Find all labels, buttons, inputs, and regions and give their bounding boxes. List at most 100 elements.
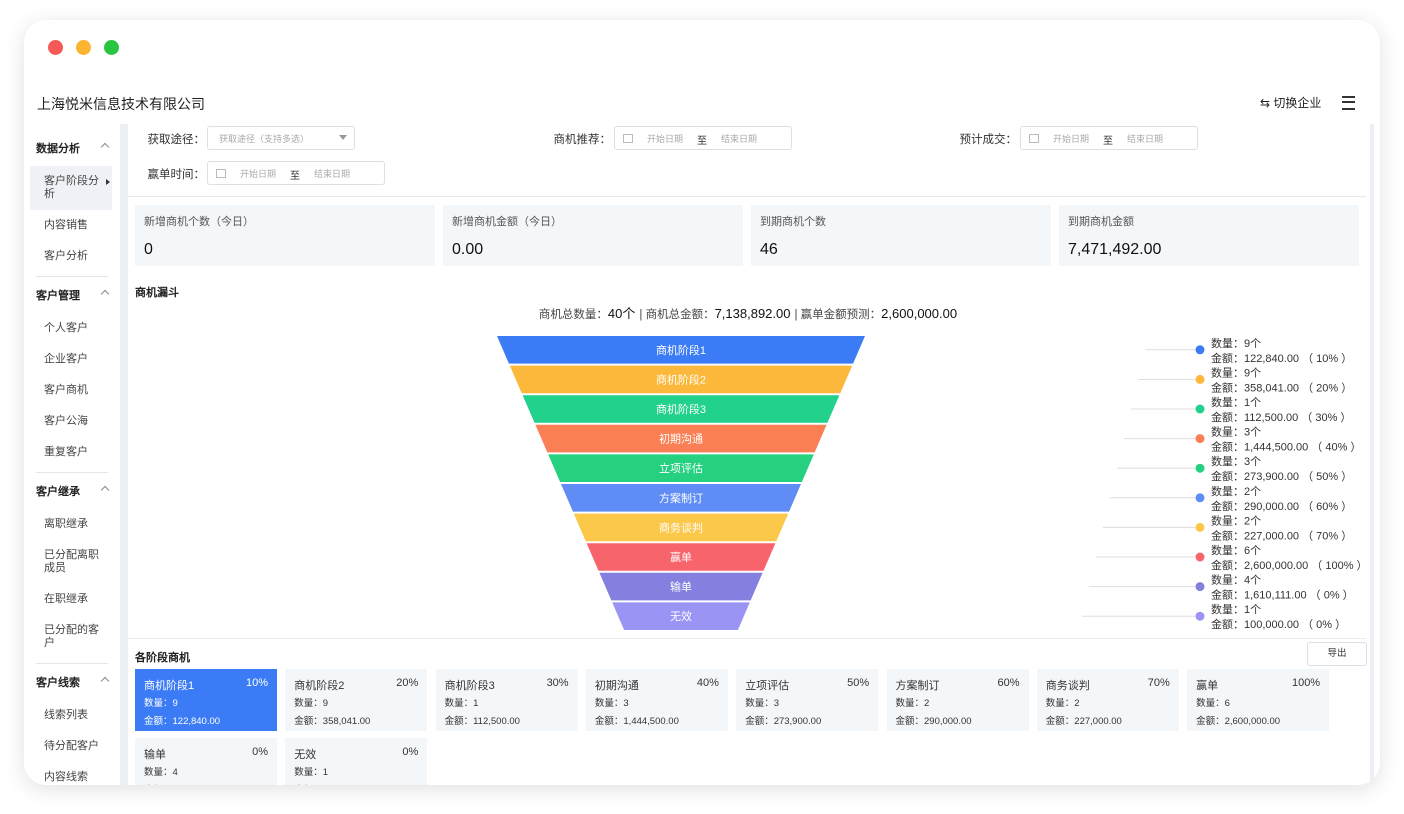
funnel-segment <box>535 424 827 453</box>
start-date: 开始日期 <box>240 169 277 179</box>
funnel-segment <box>522 395 840 423</box>
date-range[interactable]: 开始日期 至 结束日期 <box>207 161 385 185</box>
legend-count: 数量：6个 <box>1211 544 1261 557</box>
stage-card[interactable]: 初期沟通 40% 数量：3 金额：1,444,500.00 <box>585 669 728 731</box>
card-name: 商机阶段1 <box>144 680 195 692</box>
card-name: 立项评估 <box>745 680 790 692</box>
legend-dot <box>1195 493 1205 503</box>
date-range[interactable]: 开始日期 至 结束日期 <box>614 126 792 150</box>
nav-item[interactable]: 客户阶段分析 <box>30 166 112 210</box>
segment-label: 商机阶段3 <box>656 402 706 416</box>
stat-label: 新增商机个数（今日） <box>144 216 254 228</box>
legend-count: 数量：2个 <box>1211 514 1261 527</box>
stat-label: 到期商机个数 <box>760 216 826 228</box>
legend-amount: 金额：227,000.00 （ 70% ） <box>1211 528 1352 542</box>
nav-item[interactable]: 在职继承 <box>44 593 88 605</box>
nav-item[interactable]: 客户分析 <box>44 250 88 262</box>
card-name: 初期沟通 <box>594 680 639 692</box>
section-title: 各阶段商机 <box>135 652 190 664</box>
stage-card[interactable]: 无效 0% 数量：1 金额：100,000.00 <box>285 738 428 785</box>
nav-item[interactable]: 内容线索 <box>44 771 88 783</box>
stat-card: 新增商机金额（今日） 0.00 <box>443 205 743 266</box>
legend-amount: 金额：1,444,500.00 （ 40% ） <box>1211 440 1361 454</box>
stage-card[interactable]: 商机阶段2 20% 数量：9 金额：358,041.00 <box>285 669 428 731</box>
filter-label: 商机推荐： <box>553 134 612 146</box>
funnel-summary: 商机总数量：40个 | 商机总金额：7,138,892.00 | 赢单金额预测：2,… <box>400 303 1100 322</box>
legend-amount: 金额：112,500.00 （ 30% ） <box>1211 410 1351 424</box>
stage-card[interactable]: 赢单 100% 数量：6 金额：2,600,000.00 <box>1187 669 1330 731</box>
nav-item[interactable]: 线索列表 <box>44 709 88 721</box>
legend-count: 数量：9个 <box>1211 366 1261 379</box>
legend-amount: 金额：273,900.00 （ 50% ） <box>1211 469 1352 483</box>
date-range[interactable]: 开始日期 至 结束日期 <box>1020 126 1198 150</box>
end-date: 结束日期 <box>314 169 351 179</box>
nav-item[interactable]: 重复客户 <box>44 446 88 458</box>
legend-amount: 金额：1,610,111.00 （ 0% ） <box>1211 588 1354 602</box>
close-dot[interactable] <box>48 40 63 55</box>
nav-item[interactable]: 离职继承 <box>44 518 88 530</box>
legend-count: 数量：9个 <box>1211 337 1261 350</box>
nav-item[interactable]: 已分配离职成员 <box>44 549 99 574</box>
company-name: 上海悦米信息技术有限公司 <box>37 96 205 112</box>
card-amount: 金额：1,444,500.00 <box>594 716 679 727</box>
stat-card: 新增商机个数（今日） 0 <box>135 205 435 266</box>
stat-value: 46 <box>760 241 778 258</box>
nav-item[interactable]: 待分配客户 <box>44 740 99 752</box>
minimize-dot[interactable] <box>76 40 91 55</box>
nav-item[interactable]: 企业客户 <box>44 353 88 365</box>
stage-card[interactable]: 商务谈判 70% 数量：2 金额：227,000.00 <box>1036 669 1179 731</box>
menu-button[interactable] <box>1342 96 1355 110</box>
stage-card[interactable]: 立项评估 50% 数量：3 金额：273,900.00 <box>736 669 879 731</box>
segment-label: 初期沟通 <box>659 432 703 446</box>
group-title[interactable]: 数据分析 <box>24 130 120 166</box>
legend-dot <box>1195 345 1205 355</box>
funnel-segment <box>599 572 763 601</box>
legend-dot <box>1195 374 1205 384</box>
legend-count: 数量：4个 <box>1211 574 1261 587</box>
card-amount: 金额：112,500.00 <box>444 716 520 727</box>
card-pct: 30% <box>546 677 569 689</box>
stage-card[interactable]: 方案制订 60% 数量：2 金额：290,000.00 <box>886 669 1029 731</box>
stage-card[interactable]: 商机阶段1 10% 数量：9 金额：122,840.00 <box>135 669 277 731</box>
nav-item[interactable]: 内容销售 <box>44 219 88 231</box>
funnel-segment <box>573 513 789 542</box>
summary-value: 40个 <box>607 306 636 321</box>
summary-value: 7,138,892.00 <box>714 306 791 321</box>
group-title[interactable]: 客户继承 <box>24 473 120 509</box>
start-date: 开始日期 <box>647 134 684 144</box>
group-title[interactable]: 客户管理 <box>24 277 120 313</box>
stat-card: 到期商机金额 7,471,492.00 <box>1059 205 1359 266</box>
switch-company[interactable]: ⇆ 切换企业 <box>1260 94 1321 111</box>
summary-value: 2,600,000.00 <box>881 306 958 321</box>
stat-label: 到期商机金额 <box>1068 216 1134 228</box>
card-count: 数量：2 <box>895 698 930 709</box>
card-count: 数量：9 <box>144 698 178 709</box>
card-pct: 10% <box>245 677 268 689</box>
export-button[interactable]: 导出 <box>1307 642 1367 666</box>
calendar-icon <box>1029 134 1039 143</box>
filter-label: 预计成交： <box>959 134 1018 146</box>
divider <box>128 638 1366 639</box>
card-amount: 金额：1,610,111.00 <box>144 782 227 785</box>
card-count: 数量：2 <box>1045 698 1080 709</box>
maximize-dot[interactable] <box>104 40 119 55</box>
sidebar: 数据分析 客户阶段分析内容销售客户分析客户管理个人客户企业客户客户商机客户公海重复… <box>24 130 120 785</box>
nav-item[interactable]: 客户公海 <box>44 415 88 427</box>
stage-card[interactable]: 输单 0% 数量：4 金额：1,610,111.00 <box>135 738 277 785</box>
stat-value: 0.00 <box>452 241 484 258</box>
nav-item[interactable]: 已分配的客户 <box>44 624 99 649</box>
segment-label: 商机阶段1 <box>656 343 706 357</box>
card-count: 数量：3 <box>745 698 779 709</box>
calendar-icon <box>623 134 633 143</box>
stat-value: 0 <box>144 241 153 258</box>
select-box[interactable]: 获取途径（支持多选） <box>207 126 355 150</box>
nav-item[interactable]: 个人客户 <box>44 322 88 334</box>
funnel-segment <box>548 454 814 482</box>
stage-card[interactable]: 商机阶段3 30% 数量：1 金额：112,500.00 <box>435 669 578 731</box>
card-count: 数量：1 <box>294 767 329 778</box>
nav-item[interactable]: 客户商机 <box>44 384 88 396</box>
funnel-segment <box>586 543 776 571</box>
group-title[interactable]: 客户线索 <box>24 664 120 700</box>
filter-label: 获取途径： <box>147 134 206 146</box>
legend-amount: 金额：100,000.00 （ 0% ） <box>1211 617 1346 631</box>
